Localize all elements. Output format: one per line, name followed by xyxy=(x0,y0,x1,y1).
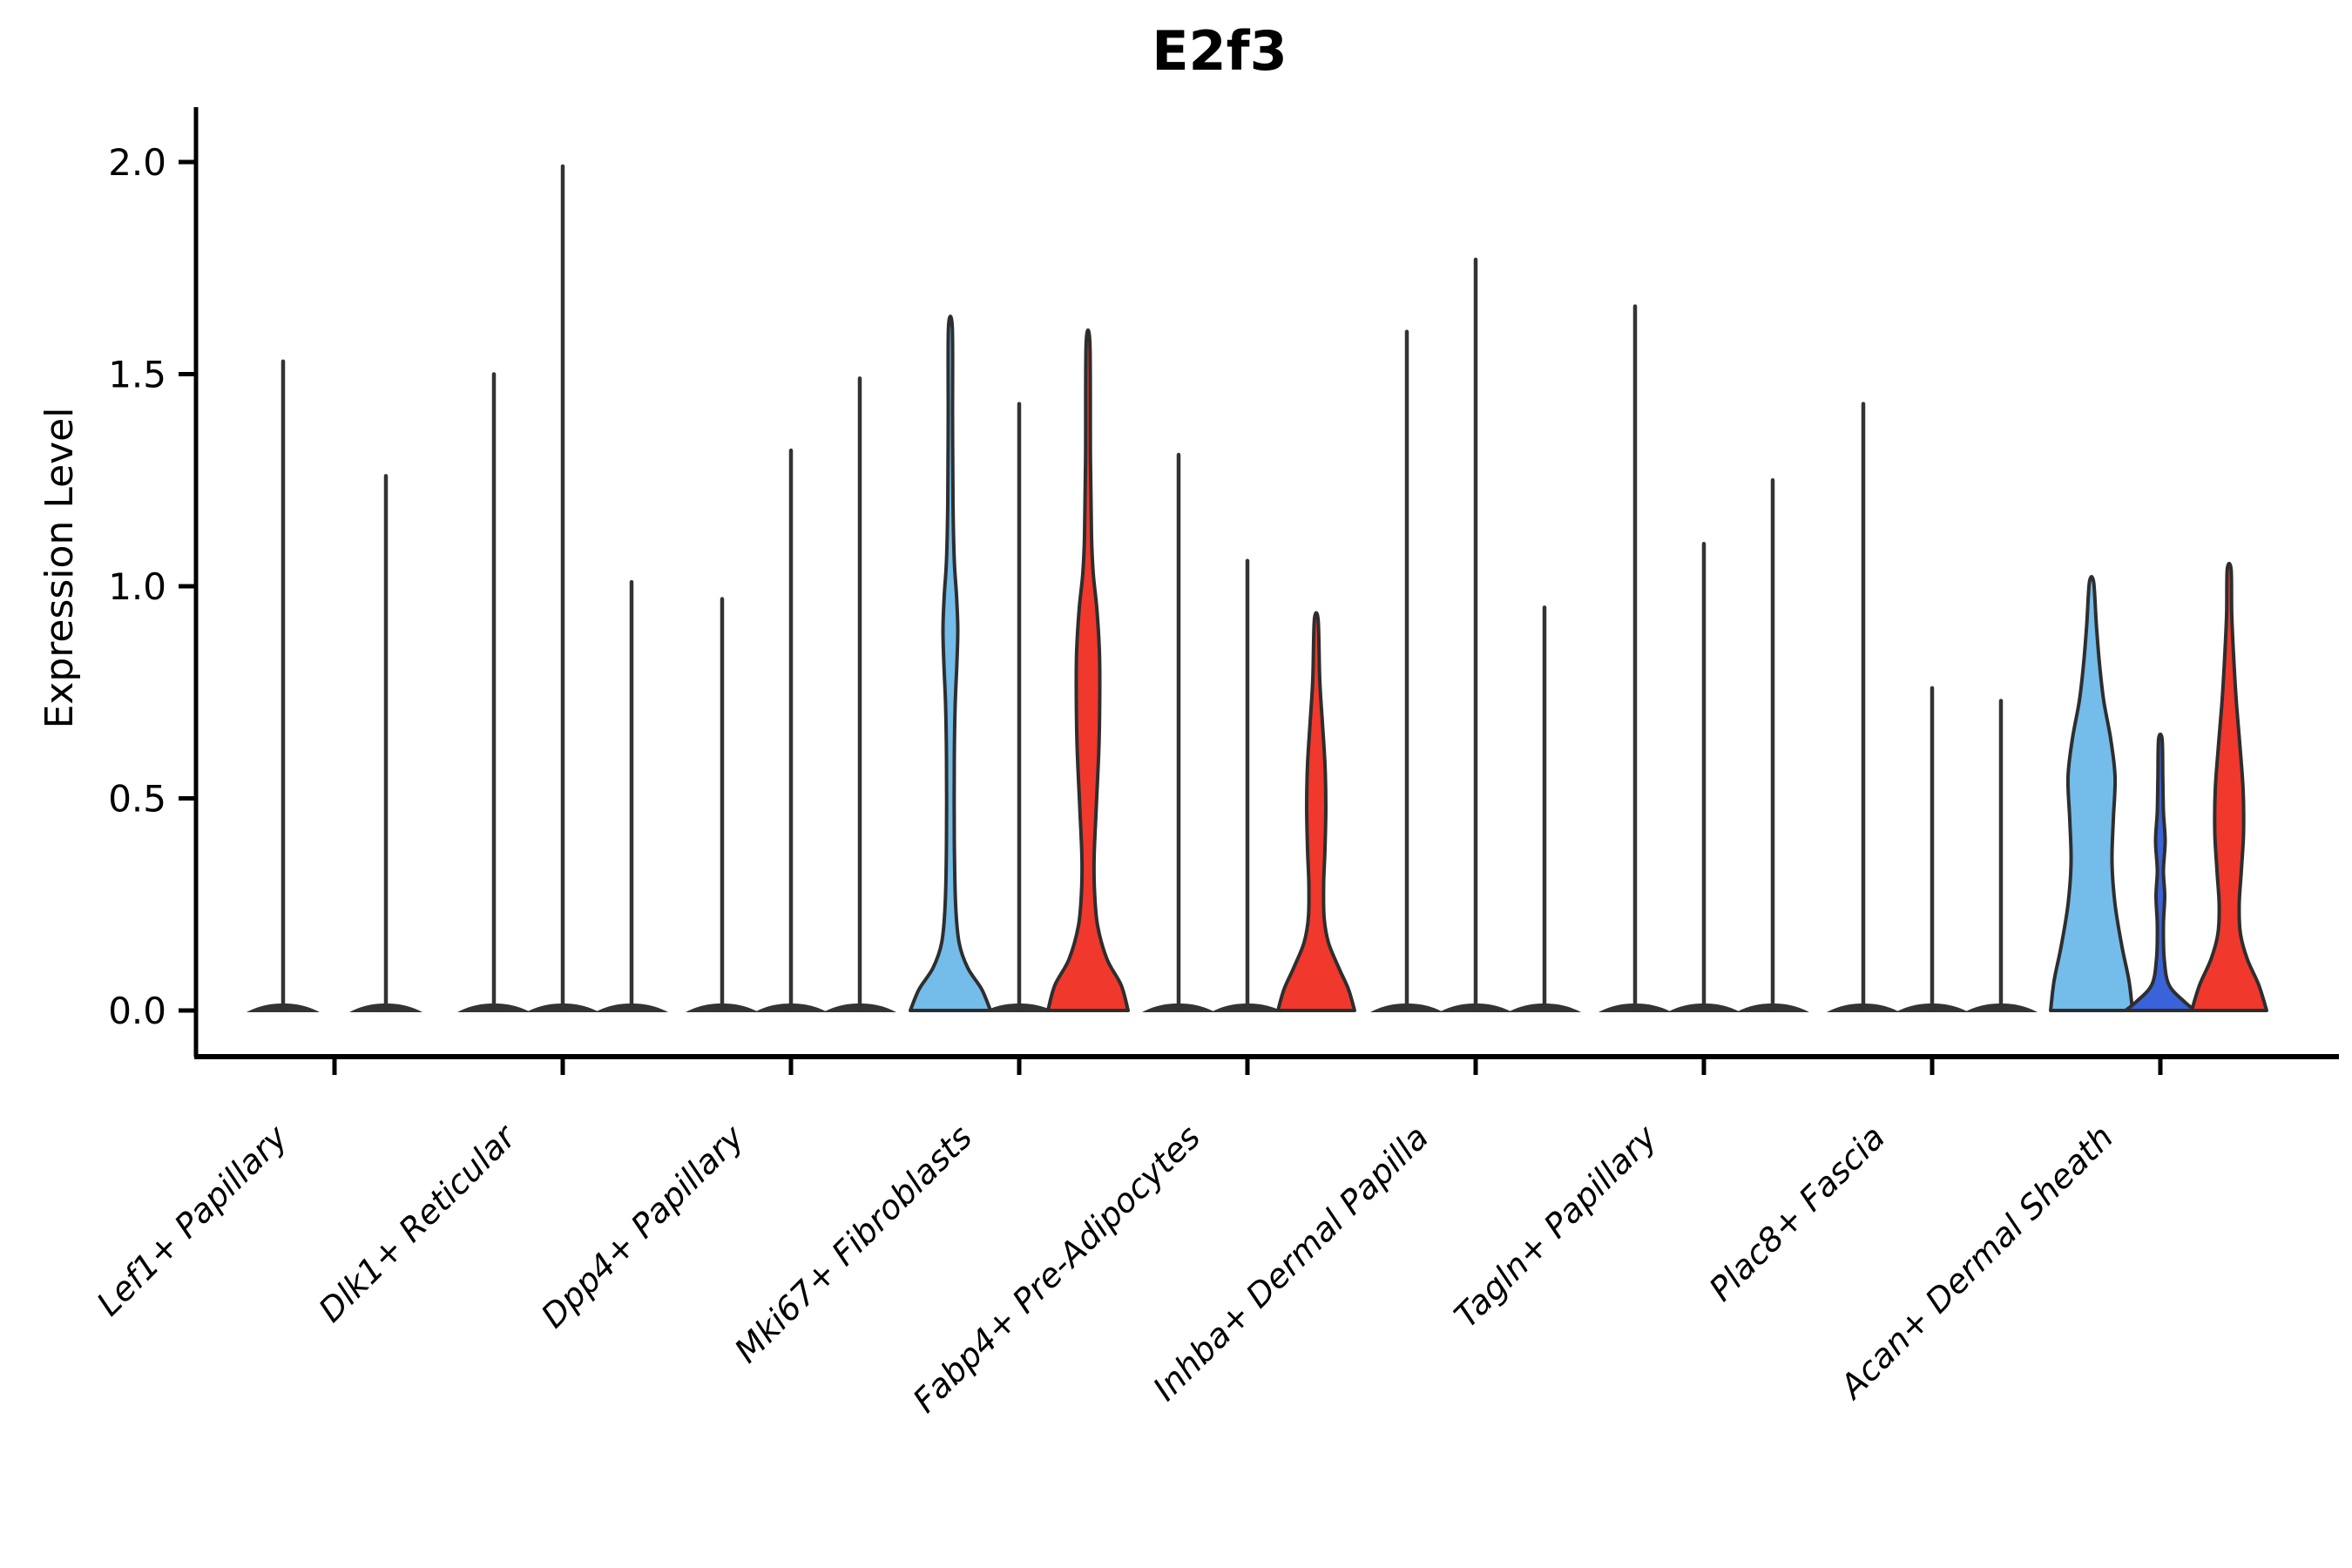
x-category-label: Tagln+ Papillary xyxy=(1447,1118,1665,1335)
x-category-label: Plac8+ Fascia xyxy=(1702,1118,1893,1308)
x-category-label: Dlk1+ Reticular xyxy=(311,1117,524,1330)
y-tick-label: 0.0 xyxy=(108,990,166,1032)
x-category-label: Mki67+ Fibroblasts xyxy=(727,1118,980,1370)
chart-title: E2f3 xyxy=(1152,19,1288,83)
y-tick-label: 0.5 xyxy=(108,778,166,821)
violin-red xyxy=(1046,328,1130,1012)
violin-dark_blue xyxy=(2124,732,2197,1012)
y-tick-label: 2.0 xyxy=(108,141,166,184)
violin-red xyxy=(2190,561,2268,1012)
y-tick-label: 1.0 xyxy=(108,565,166,608)
violin-blue xyxy=(909,314,992,1012)
violin-blue xyxy=(2049,575,2134,1012)
y-tick-label: 1.5 xyxy=(108,354,166,396)
x-category-label: Lef1+ Papillary xyxy=(90,1118,295,1323)
violin-red xyxy=(1276,611,1356,1012)
x-category-label: Dpp4+ Papillary xyxy=(534,1118,752,1335)
